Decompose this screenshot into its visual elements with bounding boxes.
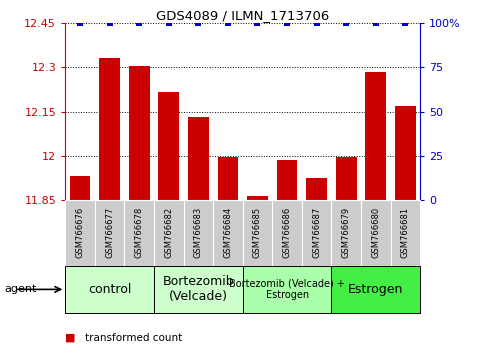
Text: GSM766683: GSM766683	[194, 207, 203, 258]
Bar	[331, 266, 420, 313]
Text: GSM766679: GSM766679	[342, 207, 351, 258]
Point	[254, 20, 261, 26]
Bar	[154, 200, 184, 266]
Text: control: control	[88, 283, 131, 296]
Point	[195, 20, 202, 26]
Text: GSM766676: GSM766676	[75, 207, 85, 258]
Bar	[395, 105, 416, 200]
Text: GSM766682: GSM766682	[164, 207, 173, 258]
Text: transformed count: transformed count	[85, 333, 182, 343]
Point	[165, 20, 172, 26]
Point	[224, 20, 232, 26]
Bar	[125, 200, 154, 266]
Point	[76, 20, 84, 26]
Bar	[65, 200, 95, 266]
Bar	[99, 58, 120, 200]
Bar	[361, 200, 391, 266]
Bar	[366, 72, 386, 200]
Bar	[213, 200, 242, 266]
Bar	[188, 118, 209, 200]
Bar	[391, 200, 420, 266]
Point	[135, 20, 143, 26]
Text: Estrogen: Estrogen	[348, 283, 403, 296]
Bar	[184, 200, 213, 266]
Bar	[158, 92, 179, 200]
Text: GSM766680: GSM766680	[371, 207, 380, 258]
Bar	[272, 200, 302, 266]
Bar	[242, 200, 272, 266]
Text: GSM766678: GSM766678	[135, 207, 143, 258]
Bar	[95, 200, 125, 266]
Point	[372, 20, 380, 26]
Text: GSM766681: GSM766681	[401, 207, 410, 258]
Title: GDS4089 / ILMN_1713706: GDS4089 / ILMN_1713706	[156, 9, 329, 22]
Bar	[277, 160, 298, 200]
Text: ■: ■	[65, 333, 76, 343]
Point	[401, 20, 409, 26]
Bar	[154, 266, 243, 313]
Bar	[336, 157, 356, 200]
Text: Bortezomib
(Velcade): Bortezomib (Velcade)	[162, 275, 234, 303]
Bar	[306, 178, 327, 200]
Bar	[331, 200, 361, 266]
Text: GSM766685: GSM766685	[253, 207, 262, 258]
Bar	[302, 200, 331, 266]
Bar	[242, 266, 331, 313]
Bar	[65, 266, 154, 313]
Bar	[217, 157, 238, 200]
Point	[342, 20, 350, 26]
Point	[313, 20, 321, 26]
Text: GSM766687: GSM766687	[312, 207, 321, 258]
Text: GSM766677: GSM766677	[105, 207, 114, 258]
Text: Bortezomib (Velcade) +
Estrogen: Bortezomib (Velcade) + Estrogen	[229, 279, 345, 300]
Point	[106, 20, 114, 26]
Text: agent: agent	[5, 284, 37, 295]
Bar	[247, 196, 268, 200]
Point	[283, 20, 291, 26]
Bar	[129, 66, 150, 200]
Bar	[70, 176, 90, 200]
Text: GSM766684: GSM766684	[224, 207, 232, 258]
Text: GSM766686: GSM766686	[283, 207, 292, 258]
